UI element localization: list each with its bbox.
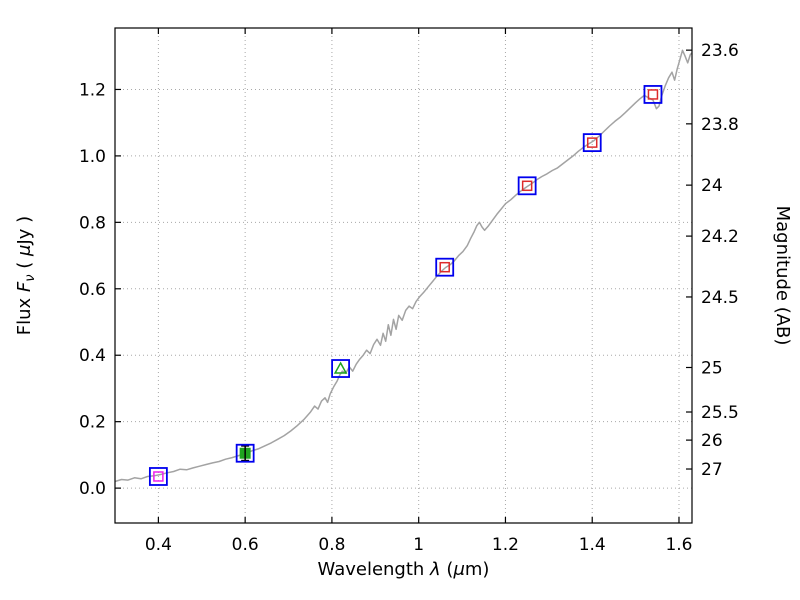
x-tick-label: 0.4 <box>145 535 172 555</box>
photometry-point <box>517 176 537 196</box>
y-tick-label-right: 24.2 <box>701 227 739 247</box>
y-tick-label-right: 27 <box>701 460 723 480</box>
y-axis-label-right: Magnitude (AB) <box>772 206 793 346</box>
outer-blue-square <box>331 359 350 378</box>
outer-blue-square <box>235 443 255 463</box>
outer-blue-square <box>148 467 168 486</box>
x-tick-label: 1.4 <box>579 535 606 555</box>
plot-border <box>114 27 693 524</box>
y-tick-label-right: 25 <box>701 358 723 378</box>
y-axis-label-left: Flux Fν ( μJy ) <box>14 216 38 335</box>
y-tick-label-left: 1.0 <box>79 147 106 167</box>
y-tick-label-left: 0.4 <box>79 346 106 366</box>
y-tick-label-right: 25.5 <box>701 403 739 423</box>
outer-blue-square <box>643 85 663 104</box>
x-axis-label: Wavelength λ (μm) <box>318 559 490 580</box>
photometry-point <box>331 359 350 378</box>
x-tick-label: 0.8 <box>318 535 345 555</box>
inner-marker-magenta-square <box>153 471 164 482</box>
y-tick-label-left: 0.0 <box>79 479 106 499</box>
y-tick-label-left: 0.2 <box>79 413 106 433</box>
y-tick-label-left: 1.2 <box>79 80 106 100</box>
outer-blue-square <box>582 133 602 153</box>
y-tick-label-right: 26 <box>701 431 723 451</box>
y-tick-label-left: 0.8 <box>79 213 106 233</box>
plot-face <box>115 28 692 523</box>
inner-marker-red-square <box>439 261 450 273</box>
photometry-point <box>643 85 663 104</box>
photometry-point <box>435 257 455 277</box>
x-tick-label: 0.6 <box>232 535 259 555</box>
y-tick-label-right: 23.8 <box>701 115 739 135</box>
y-tick-label-right: 24.5 <box>701 288 739 308</box>
x-tick-label: 1.6 <box>665 535 692 555</box>
x-tick-label: 1 <box>413 535 424 555</box>
inner-marker-red-square <box>521 180 533 192</box>
outer-blue-square <box>435 257 455 277</box>
photometry-point <box>148 467 168 486</box>
photometry-point <box>235 443 255 463</box>
outer-blue-square <box>517 176 537 196</box>
inner-marker-green-triangle <box>333 361 348 374</box>
spectrum-line <box>114 49 693 483</box>
y-tick-label-left: 0.6 <box>79 280 106 300</box>
photometry-point <box>582 133 602 153</box>
inner-marker-red-square <box>586 137 598 148</box>
inner-marker-red-square <box>647 89 659 100</box>
x-tick-label: 1.2 <box>492 535 519 555</box>
y-tick-label-right: 24 <box>701 176 723 196</box>
y-tick-label-right: 23.6 <box>701 41 739 61</box>
